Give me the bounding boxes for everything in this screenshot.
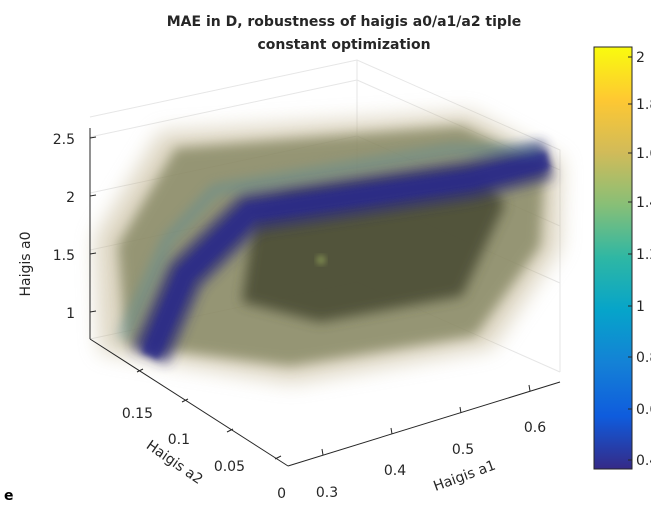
colorbar-tick-label: 1.8 — [636, 97, 651, 113]
colorbar-tick-label: 0.8 — [636, 350, 651, 366]
colorbar-tick-label: 2 — [636, 50, 645, 66]
z-tick-label: 1 — [66, 306, 75, 322]
z-tick-mark — [89, 252, 97, 255]
z-axis: 2.5 2 1.5 1 Haigis a0 — [18, 128, 97, 339]
x-tick-mark — [321, 448, 324, 456]
chart-title-line-1: MAE in D, robustness of haigis a0/a1/a2 … — [167, 14, 522, 30]
x-tick-label: 0.4 — [384, 463, 406, 479]
x-tick-mark — [528, 384, 531, 392]
x-tick-mark — [390, 427, 393, 435]
colorbar-gradient — [593, 46, 633, 470]
volume-band-edge — [117, 145, 540, 341]
colorbar-tick-label: 0.4 — [636, 453, 651, 469]
colorbar-ticks — [628, 56, 632, 461]
y-tick-mark — [181, 398, 189, 403]
volume-render — [95, 112, 562, 383]
chart-title-line-2: constant optimization — [257, 37, 430, 53]
x-tick-label: 0.5 — [452, 442, 474, 458]
colorbar-tick-label: 1.2 — [636, 247, 651, 263]
x-axis: 0.3 0.4 0.5 0.6 Haigis a1 — [287, 381, 561, 501]
y-tick-label: 0.15 — [122, 406, 153, 422]
x-tick-mark — [459, 406, 462, 414]
y-tick-mark — [274, 455, 282, 460]
y-tick-label: 0.05 — [214, 459, 245, 475]
x-tick-label: 0.3 — [316, 485, 338, 501]
z-axis-label: Haigis a0 — [18, 231, 34, 296]
z-tick-label: 2.5 — [53, 132, 75, 148]
z-tick-mark — [89, 310, 97, 313]
colorbar: 2 1.8 1.6 1.4 1.2 1 0.8 0.6 0.4 — [593, 46, 651, 470]
x-axis-label: Haigis a1 — [431, 458, 498, 495]
colorbar-tick-label: 1 — [636, 299, 645, 315]
y-tick-label: 0.1 — [168, 432, 190, 448]
colorbar-tick-label: 1.6 — [636, 146, 651, 162]
panel-label: e — [4, 488, 14, 504]
z-tick-mark — [89, 136, 97, 139]
x-tick-label: 0.6 — [524, 420, 546, 436]
z-tick-mark — [89, 194, 97, 197]
z-tick-label: 1.5 — [53, 248, 75, 264]
colorbar-tick-label: 1.4 — [636, 195, 651, 211]
z-tick-label: 2 — [66, 190, 75, 206]
y-tick-mark — [136, 368, 144, 373]
volume-low-mae-band-core — [141, 151, 551, 360]
volume-center-point — [316, 255, 326, 265]
y-tick-label: 0 — [277, 486, 286, 502]
colorbar-tick-label: 0.6 — [636, 402, 651, 418]
y-tick-mark — [226, 428, 234, 433]
